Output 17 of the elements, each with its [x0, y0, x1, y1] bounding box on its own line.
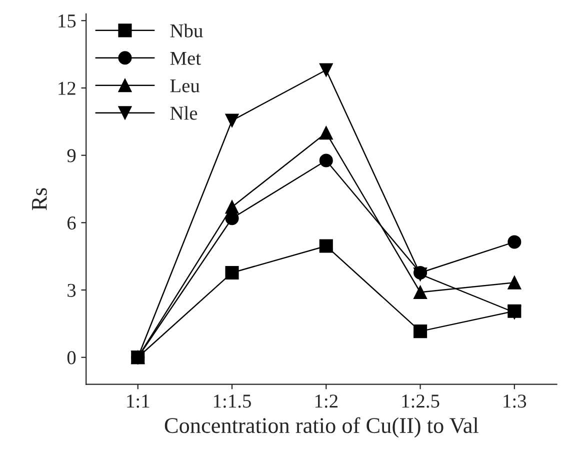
legend-label: Met [170, 52, 201, 65]
x-tick-label: 1:2 [315, 394, 338, 408]
x-tick-label: 1:3 [504, 394, 526, 408]
y-tick-label: 9 [67, 149, 76, 162]
legend-label: Nle [170, 106, 198, 120]
x-tick-label: 1:1.5 [214, 394, 251, 408]
x-tick-label: 1:2.5 [402, 394, 440, 408]
y-tick-label: 3 [68, 284, 76, 297]
x-tick-label: 1:1 [127, 394, 150, 408]
legend-label: Leu [170, 79, 200, 92]
y-tick-label: 0 [67, 351, 76, 364]
y-tick-label: 12 [58, 82, 76, 95]
y-axis-title: Rs [32, 188, 47, 210]
y-tick-label: 6 [67, 216, 76, 230]
y-tick-label: 15 [58, 14, 76, 28]
legend-label: Nbu [170, 24, 203, 38]
x-axis-title: Concentration ratio of Cu(II) to Val [164, 417, 478, 438]
